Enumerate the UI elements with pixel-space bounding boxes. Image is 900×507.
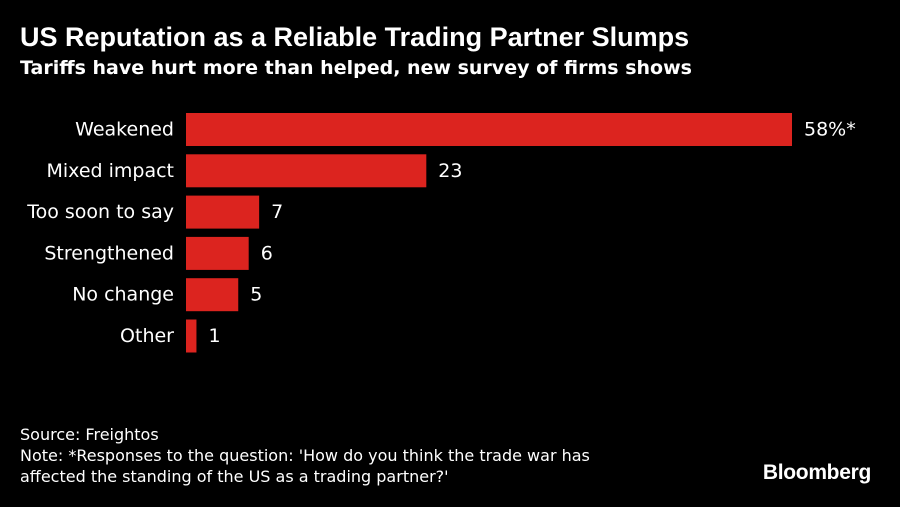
bar (186, 113, 792, 146)
bar (186, 195, 260, 229)
bar (186, 319, 197, 353)
bloomberg-logo: Bloomberg (762, 461, 871, 484)
bar (186, 236, 249, 270)
category-label: Weakened (75, 119, 174, 141)
bar (186, 154, 427, 188)
bar-value-label: 5 (250, 284, 262, 306)
footnote-line-2: affected the standing of the US as a tra… (20, 467, 449, 486)
category-label: Mixed impact (46, 160, 174, 182)
bar-value-label: 58%* (804, 119, 856, 141)
chart-subtitle: Tariffs have hurt more than helped, new … (20, 57, 692, 79)
chart-footer: Source: Freightos Note: *Responses to th… (20, 424, 720, 487)
bar-value-label: 1 (208, 325, 220, 347)
category-label: No change (72, 284, 174, 306)
category-label: Other (120, 325, 174, 347)
bar-value-label: 23 (438, 160, 462, 182)
category-label: Too soon to say (26, 201, 174, 223)
source-note: Source: Freightos (20, 425, 159, 444)
footnote-line-1: Note: *Responses to the question: 'How d… (20, 446, 590, 465)
bar-value-label: 6 (261, 242, 273, 264)
bar-value-label: 7 (271, 201, 283, 223)
bar (186, 278, 239, 312)
bar-chart: Weakened 58%* Mixed impact 23 Too soon to sa… (26, 113, 856, 353)
category-label: Strengthened (44, 242, 174, 264)
chart-title: US Reputation as a Reliable Trading Part… (20, 22, 690, 52)
